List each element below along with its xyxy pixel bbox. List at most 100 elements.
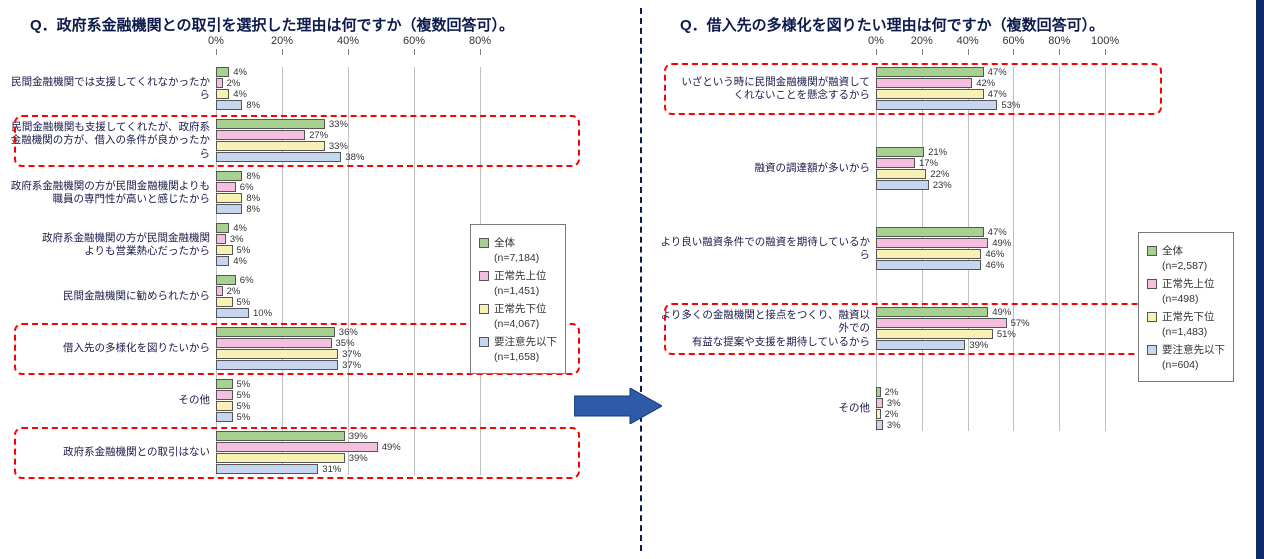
- bar-group: 5%5%5%5%: [216, 379, 546, 423]
- bar: 8%: [216, 204, 242, 214]
- bar-value: 22%: [930, 169, 949, 180]
- bar: 4%: [216, 67, 229, 77]
- bar: 10%: [216, 308, 249, 318]
- bar-group: 33%27%33%38%: [216, 119, 546, 163]
- axis-tick: [216, 49, 217, 55]
- row-label: いざという時に民間金融機関が融資してくれないことを懸念するから: [660, 76, 876, 102]
- legend: 全体(n=2,587)正常先上位(n=498)正常先下位(n=1,483)要注意…: [1138, 232, 1234, 382]
- bar-value: 51%: [997, 329, 1016, 340]
- legend-sub: (n=1,451): [494, 285, 557, 297]
- bar-group: 8%6%8%8%: [216, 171, 546, 215]
- legend-label: 正常先下位: [1162, 309, 1215, 324]
- bar: 57%: [876, 318, 1007, 328]
- bar: 3%: [876, 420, 883, 430]
- bar-value: 2%: [227, 286, 241, 297]
- legend-label: 要注意先以下: [1162, 342, 1225, 357]
- bar: 2%: [876, 387, 881, 397]
- row-label: 政府系金融機関の方が民間金融機関よりも職員の専門性が高いと感じたから: [10, 180, 216, 206]
- bar-value: 39%: [349, 431, 368, 442]
- bar: 53%: [876, 100, 997, 110]
- bar: 39%: [216, 453, 345, 463]
- axis-tick-label: 80%: [1048, 35, 1070, 47]
- bar: 17%: [876, 158, 915, 168]
- right-edge-bar: [1256, 0, 1264, 559]
- legend-item: 全体: [1147, 243, 1225, 258]
- bar-value: 4%: [233, 256, 247, 267]
- bar-value: 35%: [336, 338, 355, 349]
- legend-item: 正常先下位: [1147, 309, 1225, 324]
- bar-value: 3%: [887, 398, 901, 409]
- bar-group: 4%2%4%8%: [216, 67, 546, 111]
- axis-tick-label: 0%: [868, 35, 884, 47]
- axis-tick: [1059, 49, 1060, 55]
- bar-value: 5%: [237, 379, 251, 390]
- bar-value: 4%: [233, 89, 247, 100]
- bar-value: 10%: [253, 308, 272, 319]
- bar-value: 8%: [246, 100, 260, 111]
- legend-sub: (n=604): [1162, 359, 1225, 371]
- chart-row: その他5%5%5%5%: [10, 379, 630, 423]
- legend-item: 正常先下位: [479, 301, 557, 316]
- bar: 27%: [216, 130, 305, 140]
- legend-label: 正常先上位: [494, 268, 547, 283]
- row-label: 借入先の多様化を図りたいから: [10, 342, 216, 355]
- row-label: より多くの金融機関と接点をつくり、融資以外での有益な提案や支援を期待しているから: [660, 309, 876, 348]
- axis-tick-label: 100%: [1091, 35, 1119, 47]
- bar-value: 23%: [933, 180, 952, 191]
- bar: 33%: [216, 119, 325, 129]
- legend-item: 正常先上位: [1147, 276, 1225, 291]
- bar: 2%: [216, 78, 223, 88]
- bar-value: 6%: [240, 275, 254, 286]
- legend-swatch: [479, 271, 489, 281]
- legend-item: 全体: [479, 235, 557, 250]
- bar-value: 21%: [928, 147, 947, 158]
- legend-swatch: [479, 337, 489, 347]
- bar: 5%: [216, 245, 233, 255]
- legend-sub: (n=4,067): [494, 318, 557, 330]
- bar-value: 49%: [382, 442, 401, 453]
- bar: 37%: [216, 360, 338, 370]
- bar: 2%: [216, 286, 223, 296]
- axis-tick: [968, 49, 969, 55]
- panel-divider: [640, 8, 642, 551]
- bar: 4%: [216, 89, 229, 99]
- bar: 51%: [876, 329, 993, 339]
- legend-swatch: [1147, 246, 1157, 256]
- row-label: 政府系金融機関の方が民間金融機関よりも営業熱心だったから: [10, 232, 216, 258]
- axis-tick-label: 20%: [271, 35, 293, 47]
- right-panel: Q．借入先の多様化を図りたい理由は何ですか（複数回答可）。0%20%40%60%…: [660, 0, 1250, 467]
- row-label: 民間金融機関に勧められたから: [10, 290, 216, 303]
- bar-value: 36%: [339, 327, 358, 338]
- question-title: Q．政府系金融機関との取引を選択した理由は何ですか（複数回答可）。: [30, 14, 630, 35]
- left-panel: Q．政府系金融機関との取引を選択した理由は何ですか（複数回答可）。0%20%40…: [10, 0, 630, 483]
- bar: 33%: [216, 141, 325, 151]
- bar: 47%: [876, 89, 984, 99]
- bar: 6%: [216, 275, 236, 285]
- legend-sub: (n=498): [1162, 293, 1225, 305]
- bar: 8%: [216, 193, 242, 203]
- bar-value: 8%: [246, 171, 260, 182]
- row-label: その他: [660, 402, 876, 415]
- axis-tick: [876, 49, 877, 55]
- bar-value: 49%: [992, 307, 1011, 318]
- bar-value: 49%: [992, 238, 1011, 249]
- axis-tick-label: 20%: [911, 35, 933, 47]
- axis-tick-label: 40%: [957, 35, 979, 47]
- legend-label: 正常先上位: [1162, 276, 1215, 291]
- bar: 4%: [216, 256, 229, 266]
- bar-value: 3%: [887, 420, 901, 431]
- bar-value: 4%: [233, 67, 247, 78]
- legend-item: 要注意先以下: [479, 334, 557, 349]
- legend-swatch: [479, 304, 489, 314]
- legend-item: 正常先上位: [479, 268, 557, 283]
- legend-swatch: [1147, 345, 1157, 355]
- bar-value: 39%: [349, 453, 368, 464]
- bar-group: 2%3%2%3%: [876, 387, 1128, 431]
- row-label: その他: [10, 394, 216, 407]
- bar: 36%: [216, 327, 335, 337]
- bar: 23%: [876, 180, 929, 190]
- bar: 5%: [216, 379, 233, 389]
- axis-tick: [922, 49, 923, 55]
- bar: 6%: [216, 182, 236, 192]
- bar-group: 47%49%46%46%: [876, 227, 1128, 271]
